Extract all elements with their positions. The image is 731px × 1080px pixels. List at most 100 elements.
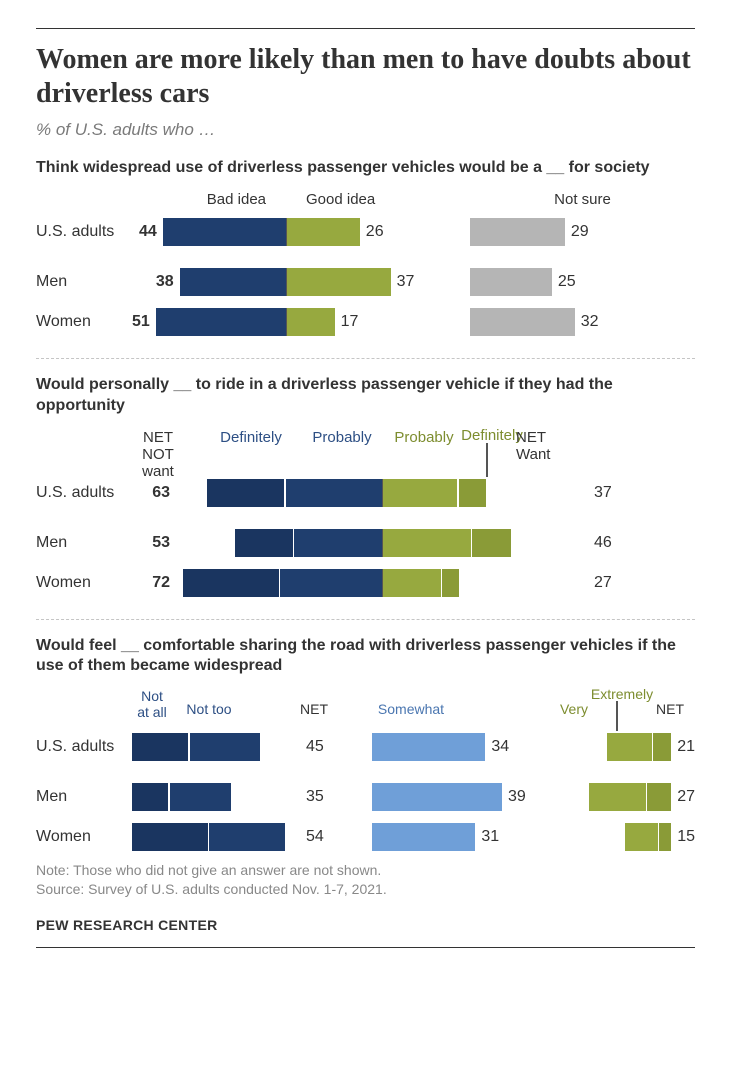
not-at-all-bar	[132, 783, 168, 811]
header-net-not-want: NETNOT want	[132, 429, 184, 481]
header-probably-want: Probably	[388, 429, 460, 446]
somewhat-value: 31	[481, 828, 499, 846]
section3-title: Would feel __ comfortable sharing the ro…	[36, 636, 695, 678]
section1-row: U.S. adults442629	[36, 214, 695, 250]
not-too-bar	[190, 733, 260, 761]
bad-idea-value: 38	[156, 273, 174, 291]
section3-headers: Notat all Not too NET Somewhat Very Extr…	[36, 689, 695, 729]
net-want-value: 37	[594, 484, 612, 502]
probably-want-bar	[383, 529, 471, 557]
row-label: U.S. adults	[36, 484, 132, 502]
uncomfortable-bars	[132, 823, 300, 851]
row-label: U.S. adults	[36, 738, 132, 756]
definitely-tick-line	[486, 443, 488, 477]
bad-idea-bar	[180, 268, 286, 296]
net-comfortable-value: 21	[677, 738, 695, 756]
extremely-tick-line	[616, 701, 618, 731]
bad-idea-wrap: 51	[132, 308, 286, 336]
definitely-not-bar	[235, 529, 293, 557]
section2-row: Men5346	[36, 525, 695, 561]
good-idea-bar	[287, 268, 391, 296]
good-idea-bar	[287, 218, 360, 246]
not-want-bars	[176, 479, 382, 507]
not-sure-bar	[470, 218, 565, 246]
good-idea-wrap: 37	[286, 268, 440, 296]
somewhat-value: 34	[491, 738, 509, 756]
not-sure-value: 25	[558, 273, 576, 291]
comfortable-bars	[607, 733, 672, 761]
row-label: Women	[36, 313, 132, 331]
section2-row: Women7227	[36, 565, 695, 601]
definitely-want-bar	[459, 479, 486, 507]
somewhat-bar	[372, 783, 502, 811]
section1-row: Men 38 37 25	[36, 264, 695, 300]
net-not-want-value: 63	[132, 484, 176, 502]
definitely-want-bar	[442, 569, 458, 597]
header-bad-idea: Bad idea	[132, 191, 286, 208]
section2-headers: NETNOT want Definitely Probably Probably…	[36, 429, 695, 475]
somewhat-wrap: 34	[372, 733, 509, 761]
uncomfortable-bars	[132, 783, 300, 811]
not-sure-wrap: 25	[470, 268, 695, 296]
not-too-bar	[170, 783, 232, 811]
section3-row: U.S. adults 45 34 21	[36, 729, 695, 765]
not-sure-bar	[470, 268, 552, 296]
section2-chart: NETNOT want Definitely Probably Probably…	[36, 429, 695, 601]
top-rule	[36, 28, 695, 29]
good-idea-bar	[287, 308, 335, 336]
good-idea-wrap: 26	[286, 218, 440, 246]
net-uncomfortable-value: 45	[300, 738, 338, 756]
not-sure-value: 32	[581, 313, 599, 331]
definitely-not-bar	[207, 479, 284, 507]
good-idea-value: 37	[397, 273, 415, 291]
uncomfortable-bars	[132, 733, 300, 761]
header-very: Very	[554, 702, 594, 717]
header-somewhat: Somewhat	[372, 702, 450, 717]
net-comfortable-value: 15	[677, 828, 695, 846]
comfortable-bars	[625, 823, 672, 851]
source-line: Source: Survey of U.S. adults conducted …	[36, 880, 695, 899]
footer-attribution: PEW RESEARCH CENTER	[36, 917, 695, 948]
probably-want-bar	[383, 479, 457, 507]
section3-row: Women543115	[36, 819, 695, 855]
net-want-value: 46	[594, 534, 612, 552]
bad-idea-value: 51	[132, 313, 150, 331]
divider-2	[36, 619, 695, 620]
not-want-bars	[176, 569, 382, 597]
good-idea-value: 17	[341, 313, 359, 331]
header-net-want: NETWant	[516, 429, 560, 464]
somewhat-bar	[372, 823, 475, 851]
not-sure-wrap: 32	[470, 308, 695, 336]
extremely-bar	[647, 783, 671, 811]
row-label: U.S. adults	[36, 223, 132, 241]
very-bar	[589, 783, 646, 811]
probably-want-bar	[383, 569, 441, 597]
bad-idea-bar	[156, 308, 286, 336]
bad-idea-wrap: 44	[132, 218, 286, 246]
definitely-want-bar	[472, 529, 510, 557]
somewhat-wrap: 39	[372, 783, 526, 811]
somewhat-wrap: 31	[372, 823, 499, 851]
row-label: Men	[36, 273, 132, 291]
row-label: Women	[36, 574, 132, 592]
very-bar	[625, 823, 658, 851]
not-want-bars	[176, 529, 382, 557]
want-bars	[382, 479, 588, 507]
header-not-sure: Not sure	[470, 191, 695, 208]
header-net-neg: NET	[296, 702, 332, 717]
not-at-all-bar	[132, 823, 208, 851]
net-uncomfortable-value: 35	[300, 788, 338, 806]
chart-subtitle: % of U.S. adults who …	[36, 120, 695, 140]
header-not-at-all: Notat all	[132, 689, 172, 720]
good-idea-wrap: 17	[286, 308, 440, 336]
section3-chart: Notat all Not too NET Somewhat Very Extr…	[36, 689, 695, 855]
somewhat-bar	[372, 733, 485, 761]
somewhat-value: 39	[508, 788, 526, 806]
row-label: Men	[36, 534, 132, 552]
probably-not-bar	[294, 529, 382, 557]
net-not-want-value: 72	[132, 574, 176, 592]
section1-title: Think widespread use of driverless passe…	[36, 158, 695, 179]
probably-not-bar	[286, 479, 382, 507]
probably-not-bar	[280, 569, 382, 597]
net-uncomfortable-value: 54	[300, 828, 338, 846]
